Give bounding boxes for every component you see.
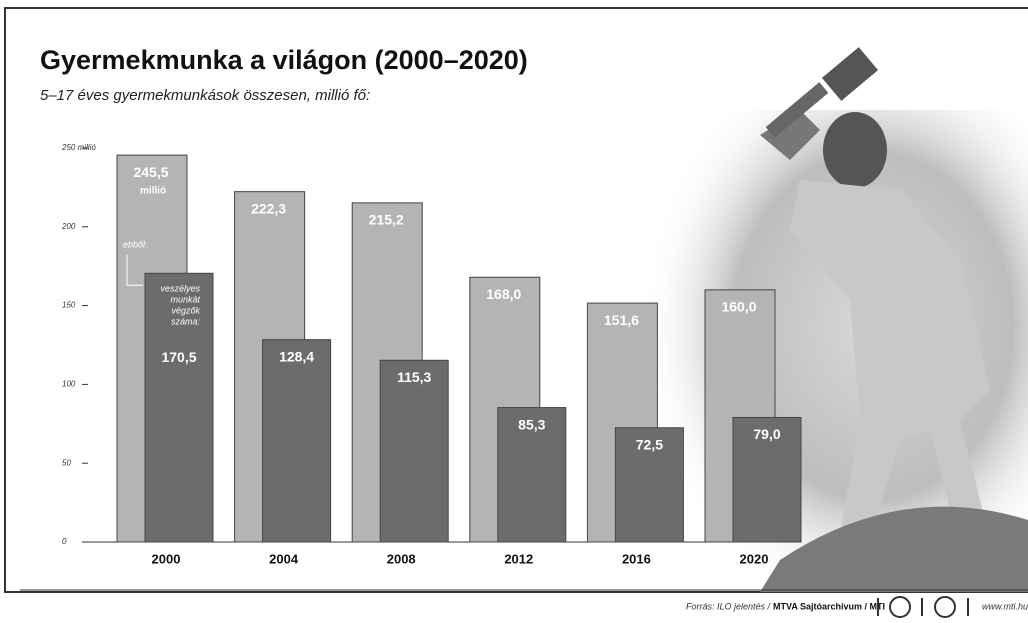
value-label: 72,5 [636, 436, 663, 452]
bar [379, 359, 449, 543]
x-tick-label: 2020 [740, 551, 769, 566]
y-tick-label: 0 [62, 537, 67, 546]
bar [614, 427, 684, 543]
value-label: 160,0 [721, 299, 756, 315]
annotation: millió [140, 186, 166, 197]
chart-title: Gyermekmunka a világon (2000–2020) [40, 45, 528, 75]
y-tick-label: 200 [61, 222, 76, 231]
logos [877, 596, 969, 618]
value-label: 222,3 [251, 200, 286, 216]
annotation: ebből: [123, 239, 148, 249]
annotation: munkát [170, 295, 200, 305]
chart-subtitle: 5–17 éves gyermekmunkások összesen, mill… [40, 87, 370, 104]
value-label: 79,0 [753, 426, 780, 442]
value-label: 170,5 [161, 349, 196, 365]
bar [497, 407, 567, 543]
x-tick-label: 2004 [269, 551, 299, 566]
value-label: 168,0 [486, 286, 521, 302]
bar [262, 339, 332, 543]
value-label: 151,6 [604, 312, 639, 328]
source-url: www.mti.hu [982, 601, 1028, 611]
bar [732, 416, 802, 543]
x-tick-label: 2008 [387, 551, 416, 566]
annotation: száma: [171, 317, 201, 327]
annotation-bracket [126, 255, 143, 286]
y-tick-label: 100 [62, 380, 76, 389]
annotation: végzők [171, 306, 200, 316]
source-agency: MTVA Sajtóarchívum / MTI [773, 601, 885, 611]
bar [144, 272, 214, 543]
y-tick-label: 50 [62, 458, 71, 467]
photo-figure [760, 47, 1028, 592]
y-tick-label: 150 [62, 301, 76, 310]
value-label: 128,4 [279, 348, 314, 364]
x-tick-label: 2012 [504, 551, 533, 566]
x-tick-label: 2016 [622, 551, 651, 566]
value-label: 215,2 [369, 212, 404, 228]
source-prefix: Forrás: ILO jelentés / [686, 601, 772, 611]
annotation: veszélyes [160, 284, 200, 294]
value-label: 245,5 [133, 164, 168, 180]
x-tick-label: 2000 [152, 551, 181, 566]
y-tick-label: 250 millió [61, 143, 96, 152]
value-label: 85,3 [518, 416, 545, 432]
value-label: 115,3 [397, 369, 431, 385]
